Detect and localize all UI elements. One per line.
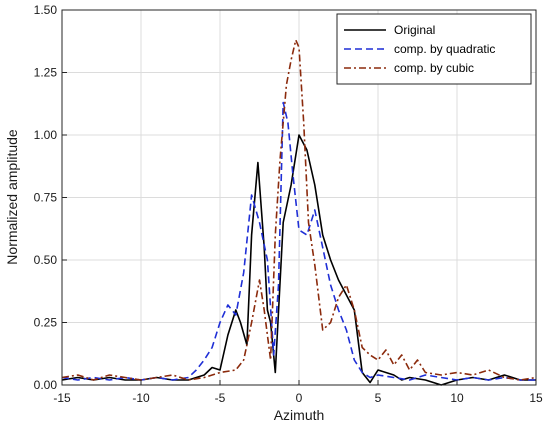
- x-tick-label: -15: [53, 391, 71, 405]
- legend: Original comp. by quadratic comp. by cubic: [336, 13, 532, 85]
- x-tick-label: 0: [296, 391, 303, 405]
- x-tick-label: 10: [450, 391, 464, 405]
- series-layer: [61, 39, 537, 386]
- y-tick-label: 0.75: [34, 191, 58, 205]
- x-tick-label: 15: [529, 391, 543, 405]
- x-tick-label: 5: [375, 391, 382, 405]
- legend-label-3: comp. by cubic: [394, 61, 474, 75]
- y-tick-label: 0.00: [34, 378, 58, 392]
- y-tick-label: 1.25: [34, 66, 58, 80]
- y-tick-label: 0.50: [34, 253, 58, 267]
- series-line-2: [61, 101, 536, 381]
- y-tick-label: 0.25: [34, 316, 58, 330]
- y-tick-label: 1.00: [34, 128, 58, 142]
- legend-label-1: Original: [394, 23, 435, 37]
- x-tick-label: -10: [132, 391, 150, 405]
- y-tick-label: 1.50: [34, 3, 58, 17]
- x-axis-label: Azimuth: [274, 407, 325, 423]
- y-axis-label: Normalized amplitude: [4, 129, 20, 265]
- legend-label-2: comp. by quadratic: [394, 42, 495, 56]
- series-line-1: [61, 134, 536, 386]
- x-tick-label: -5: [215, 391, 226, 405]
- ticks: -15 -10 -5 0 5 10 15 0.00 0.25 0.50 0.75 1.00 1.25 1.…: [34, 3, 543, 405]
- series-line-3: [61, 39, 537, 381]
